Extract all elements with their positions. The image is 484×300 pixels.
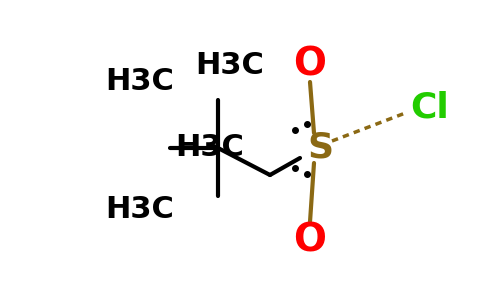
Text: O: O <box>293 221 327 259</box>
Text: H3C: H3C <box>105 196 174 224</box>
Text: H3C: H3C <box>195 50 264 80</box>
Text: H3C: H3C <box>175 134 244 163</box>
Text: O: O <box>293 46 327 84</box>
Text: S: S <box>307 131 333 165</box>
Text: H3C: H3C <box>105 68 174 97</box>
Text: Cl: Cl <box>410 91 449 125</box>
